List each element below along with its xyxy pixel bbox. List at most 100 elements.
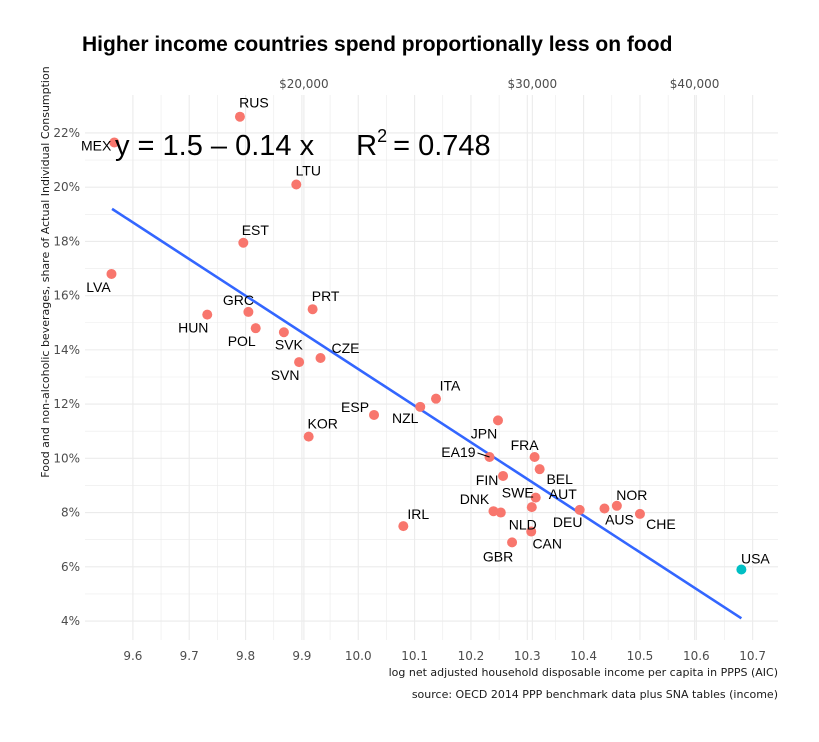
data-point-gbr <box>507 537 518 548</box>
x-tick-label: 9.7 <box>180 649 199 663</box>
point-label-nzl: NZL <box>392 410 419 426</box>
x-tick-label: 9.9 <box>292 649 311 663</box>
data-point-est <box>238 237 249 248</box>
point-label-est: EST <box>242 222 270 238</box>
y-tick-label: 22% <box>53 126 80 140</box>
data-point-ita <box>431 393 442 404</box>
y-tick-label: 18% <box>53 234 80 248</box>
data-point-pol <box>250 323 261 334</box>
point-label-lva: LVA <box>86 279 111 295</box>
y-axis-title: Food and non-alcoholic beverages, share … <box>39 66 52 477</box>
data-points <box>106 111 747 575</box>
y-tick-label: 16% <box>53 289 80 303</box>
source-caption: source: OECD 2014 PPP benchmark data plu… <box>412 688 778 701</box>
point-label-prt: PRT <box>312 288 340 304</box>
axis-ticks: 4% 6% 8% 10% 12% 14% 16% 18% 20% 22% 9.6 9.7 9.8 9.9 1… <box>53 77 766 663</box>
y-tick-label: 8% <box>61 506 80 520</box>
data-point-ltu <box>291 179 302 190</box>
point-label-kor: KOR <box>308 416 338 432</box>
point-label-grc: GRC <box>223 292 254 308</box>
x-tick-label: 10.3 <box>514 649 541 663</box>
point-label-fin: FIN <box>476 472 499 488</box>
y-tick-label: 10% <box>53 451 80 465</box>
point-label-ita: ITA <box>440 378 461 394</box>
point-label-che: CHE <box>646 516 676 532</box>
point-label-deu: DEU <box>553 514 583 530</box>
point-label-cze: CZE <box>332 340 360 356</box>
point-label-bel: BEL <box>546 471 573 487</box>
data-point-grc <box>243 306 254 317</box>
r-squared-value: = 0.748 <box>393 130 491 162</box>
point-labels: RUS MEX LTU EST LVA HUN GRC PRT POL SVK CZE SVN ITA N… <box>81 95 770 567</box>
x-tick-label: 10.4 <box>570 649 597 663</box>
point-label-dnk: DNK <box>460 491 490 507</box>
data-point-deu <box>574 504 585 515</box>
data-point-prt <box>307 304 318 315</box>
data-point-hun <box>202 309 213 320</box>
x-tick-label: 10.2 <box>458 649 485 663</box>
data-point-bel <box>534 464 545 475</box>
data-point-jpn <box>492 415 503 426</box>
r-squared-power: 2 <box>377 126 387 146</box>
data-point-nld <box>495 507 506 518</box>
point-label-swe: SWE <box>502 485 534 501</box>
data-point-irl <box>398 521 409 532</box>
point-label-svn: SVN <box>271 367 300 383</box>
point-label-ltu: LTU <box>296 162 321 178</box>
point-label-can: CAN <box>532 536 562 552</box>
x-tick-label: 10.6 <box>683 649 710 663</box>
data-point-aus <box>599 503 610 514</box>
point-label-mex: MEX <box>81 137 112 153</box>
data-point-nor <box>611 500 622 511</box>
point-label-aus: AUS <box>605 511 634 527</box>
point-label-irl: IRL <box>407 506 429 522</box>
grid-lines <box>85 95 778 640</box>
data-point-svk <box>278 327 289 338</box>
data-point-lva <box>106 268 117 279</box>
y-tick-label: 4% <box>61 614 80 628</box>
y-tick-label: 12% <box>53 397 80 411</box>
data-point-aut <box>526 502 537 513</box>
point-label-ea19: EA19 <box>441 444 475 460</box>
data-point-swe <box>530 492 541 503</box>
data-point-svn <box>294 357 305 368</box>
point-label-nor: NOR <box>616 487 647 503</box>
data-point-mex <box>109 137 120 148</box>
x-tick-label: 10.0 <box>345 649 372 663</box>
data-point-fra <box>529 451 540 462</box>
x-axis-title: log net adjusted household disposable in… <box>389 666 778 679</box>
x-tick-label: 10.7 <box>739 649 766 663</box>
x-tick-label: 10.1 <box>401 649 428 663</box>
data-point-can <box>526 526 537 537</box>
x-tick-label: 9.8 <box>236 649 255 663</box>
data-point-esp <box>369 409 380 420</box>
fit-line-group <box>111 207 743 620</box>
point-label-esp: ESP <box>341 399 369 415</box>
r-squared-symbol: R <box>356 130 377 162</box>
point-label-svk: SVK <box>275 336 304 352</box>
point-label-rus: RUS <box>239 95 269 111</box>
regression-equation: y = 1.5 – 0.14 x R2 = 0.748 <box>115 126 491 162</box>
point-label-jpn: JPN <box>471 425 497 441</box>
secondary-x-tick-label: $40,000 <box>670 77 720 91</box>
point-label-pol: POL <box>228 333 256 349</box>
x-tick-label: 10.5 <box>627 649 654 663</box>
x-tick-label: 9.6 <box>123 649 142 663</box>
data-point-kor <box>303 431 314 442</box>
point-label-gbr: GBR <box>483 548 513 564</box>
data-point-cze <box>315 353 326 364</box>
point-label-nld: NLD <box>509 517 537 533</box>
data-point-nzl <box>415 401 426 412</box>
chart-title: Higher income countries spend proportion… <box>82 33 673 56</box>
secondary-x-tick-label: $30,000 <box>508 77 558 91</box>
point-label-aut: AUT <box>549 486 577 502</box>
y-tick-label: 20% <box>53 180 80 194</box>
y-tick-label: 6% <box>61 560 80 574</box>
point-label-usa: USA <box>741 551 770 567</box>
y-tick-label: 14% <box>53 343 80 357</box>
regression-line <box>111 207 743 620</box>
point-label-fra: FRA <box>511 437 540 453</box>
data-point-rus <box>234 111 245 122</box>
data-point-fin <box>498 470 509 481</box>
